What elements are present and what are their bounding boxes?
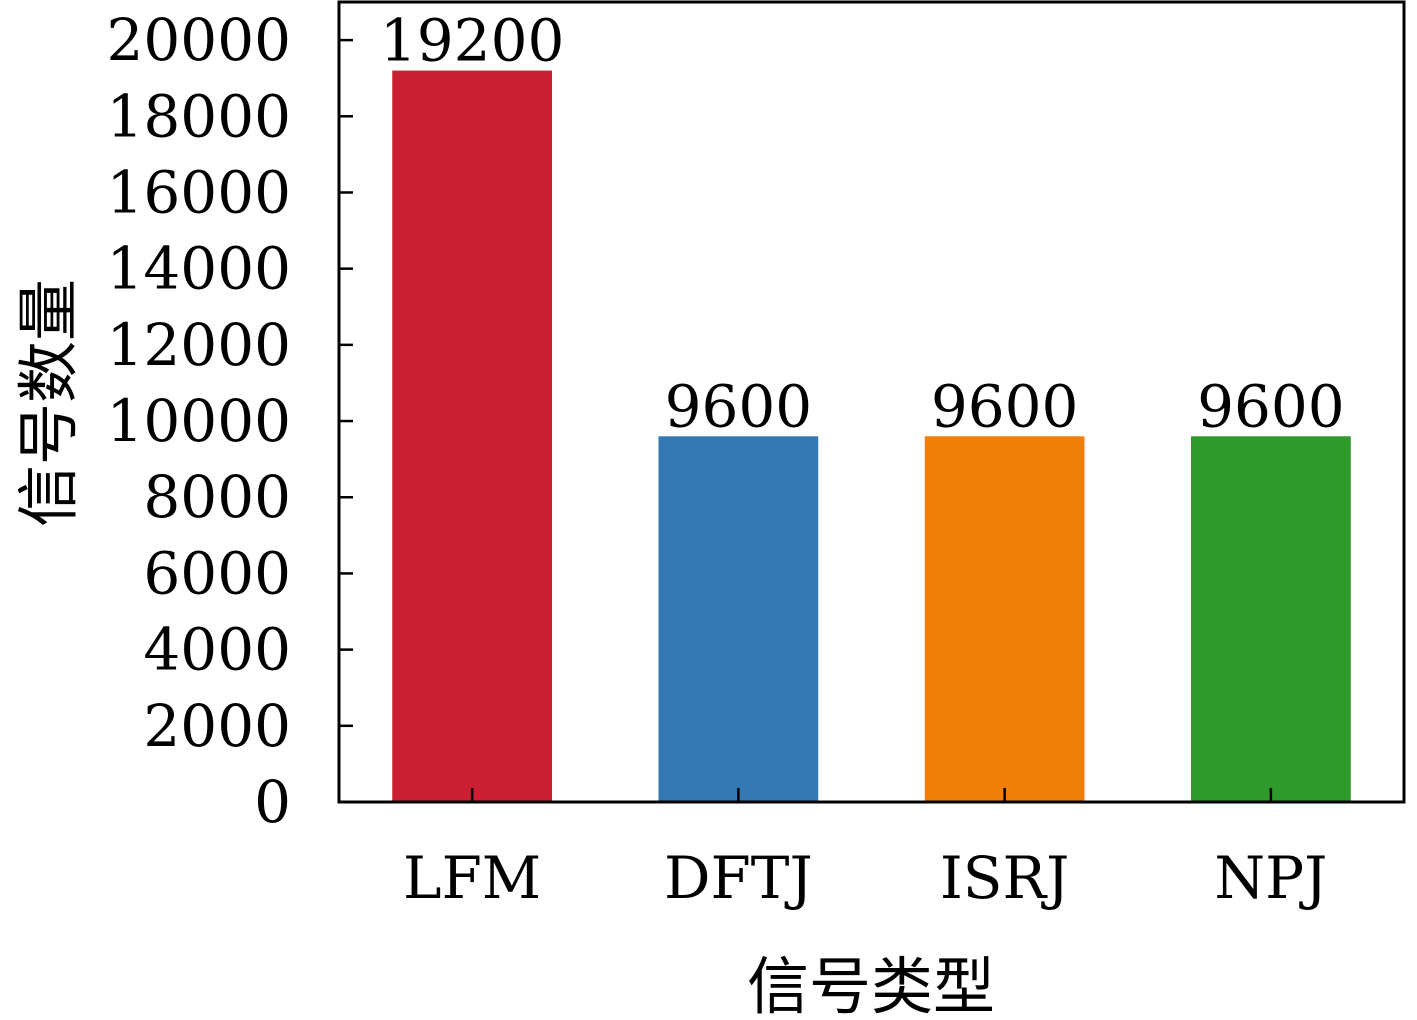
x-tick-label-lfm: LFM <box>403 844 541 912</box>
y-tick-label: 0 <box>254 768 291 836</box>
y-tick-label: 18000 <box>106 82 291 150</box>
y-tick-label: 4000 <box>143 616 291 684</box>
labels-group: 19200 LFM 9600 DFTJ 9600 ISRJ 9600 NPJ 0 2000 4000… <box>106 6 1344 912</box>
data-label-lfm: 19200 <box>380 7 565 75</box>
ticks-group <box>339 38 1273 804</box>
bar-dftj <box>658 436 819 802</box>
bar-lfm <box>392 70 552 803</box>
plot-frame <box>337 0 1406 804</box>
data-label-npj: 9600 <box>1197 372 1345 440</box>
x-tick-label-dftj: DFTJ <box>664 844 813 912</box>
x-tick-label-npj: NPJ <box>1214 844 1327 912</box>
bars-group <box>392 70 1351 803</box>
y-tick-label: 16000 <box>106 158 291 226</box>
bar-npj <box>1191 436 1351 802</box>
x-tick-label-isrj: ISRJ <box>940 844 1070 912</box>
y-axis-title: 信号数量 <box>12 279 85 527</box>
bar-isrj <box>924 436 1085 802</box>
data-label-isrj: 9600 <box>931 372 1079 440</box>
y-tick-label: 12000 <box>106 311 291 379</box>
x-axis-title: 信号类型 <box>747 950 995 1020</box>
y-tick-label: 10000 <box>106 387 291 455</box>
y-tick-label: 14000 <box>106 235 291 303</box>
data-label-dftj: 9600 <box>665 372 813 440</box>
y-tick-label: 6000 <box>143 539 291 607</box>
y-tick-label: 2000 <box>143 692 291 760</box>
y-tick-label: 8000 <box>143 463 291 531</box>
y-tick-label: 20000 <box>106 6 291 74</box>
